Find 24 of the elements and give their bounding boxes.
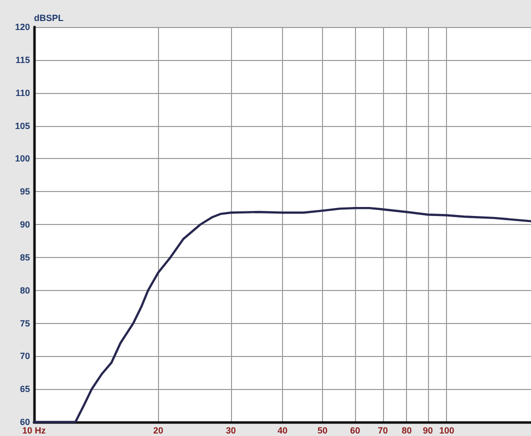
x-tick-label: 100	[439, 426, 454, 436]
x-tick-label: 60	[350, 426, 360, 436]
y-tick-label: 105	[14, 120, 30, 131]
y-tick-label: 85	[20, 252, 30, 262]
x-tick-label: 80	[402, 426, 412, 436]
y-tick-label: 120	[14, 22, 30, 32]
y-tick-label: 70	[20, 351, 30, 362]
x-tick-label: 90	[422, 426, 433, 436]
y-tick-label: 115	[15, 54, 30, 65]
y-tick-label: 75	[20, 318, 30, 328]
y-tick-label: 80	[20, 285, 30, 296]
y-axis-title: dBSPL	[34, 13, 64, 24]
x-tick-label: 10 Hz	[22, 426, 46, 436]
y-tick-label: 95	[20, 186, 30, 197]
y-tick-label: 65	[20, 384, 30, 394]
y-tick-label: 100	[14, 154, 30, 164]
y-tick-label: 60	[20, 417, 30, 427]
x-tick-label: 20	[153, 426, 164, 436]
y-tick-label: 110	[15, 88, 30, 98]
x-tick-label: 50	[317, 426, 328, 436]
x-tick-label: 30	[226, 426, 236, 436]
x-tick-label: 40	[277, 426, 288, 436]
x-tick-label: 70	[378, 426, 388, 436]
y-tick-label: 90	[20, 220, 30, 230]
